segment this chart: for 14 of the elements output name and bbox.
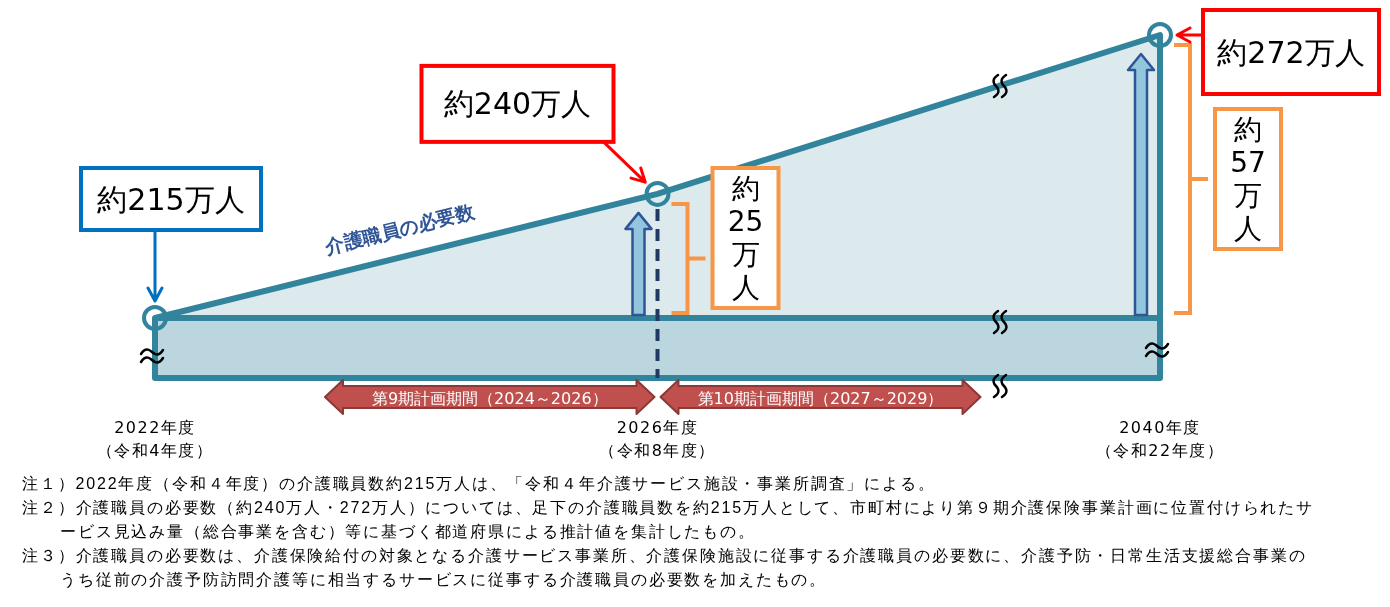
annotation: 注１）2022年度（令和４年度）の介護職員数約215万人は、「令和４年介護サービス施設・事業所調査」による。 xyxy=(22,474,937,494)
annotation: 注３）介護職員の必要数は、介護保険給付の対象となる介護サービス事業所、介護保険施設に従事する介護職員の必要数に、介護予防・日常生活支援総合事業のうち従前の介護予防訪問介護等に相当するサービスに従事する介護職員の必要数を加えたもの。 xyxy=(22,546,1308,590)
text: 介護職員の必要数 xyxy=(322,199,477,258)
annotation: 約25万人 xyxy=(727,171,764,304)
annotation: 第10期計画期間（2027～2029） xyxy=(697,388,944,408)
x-tick-label: 2022年度（令和4年度） xyxy=(96,417,214,462)
annotation: 約57万人 xyxy=(1230,112,1266,245)
x-tick-label: 2026年度（令和8年度） xyxy=(599,417,716,462)
annotation: 第9期計画期間（2024～2026） xyxy=(371,388,608,408)
x-tick-label: 2040年度（令和22年度） xyxy=(1095,417,1225,462)
data-label: 約240万人 xyxy=(443,86,592,122)
data-label: 約272万人 xyxy=(1217,34,1365,70)
data-label: 約215万人 xyxy=(97,181,245,217)
annotation: 注２）介護職員の必要数（約240万人・272万人）については、足下の介護職員数を約215万人として、市町村により第９期介護保険事業計画に位置付けられたサービス見込み量（総合事業を含む）等に基づく都道府県による推計値を集計したもの。 xyxy=(22,498,1315,542)
